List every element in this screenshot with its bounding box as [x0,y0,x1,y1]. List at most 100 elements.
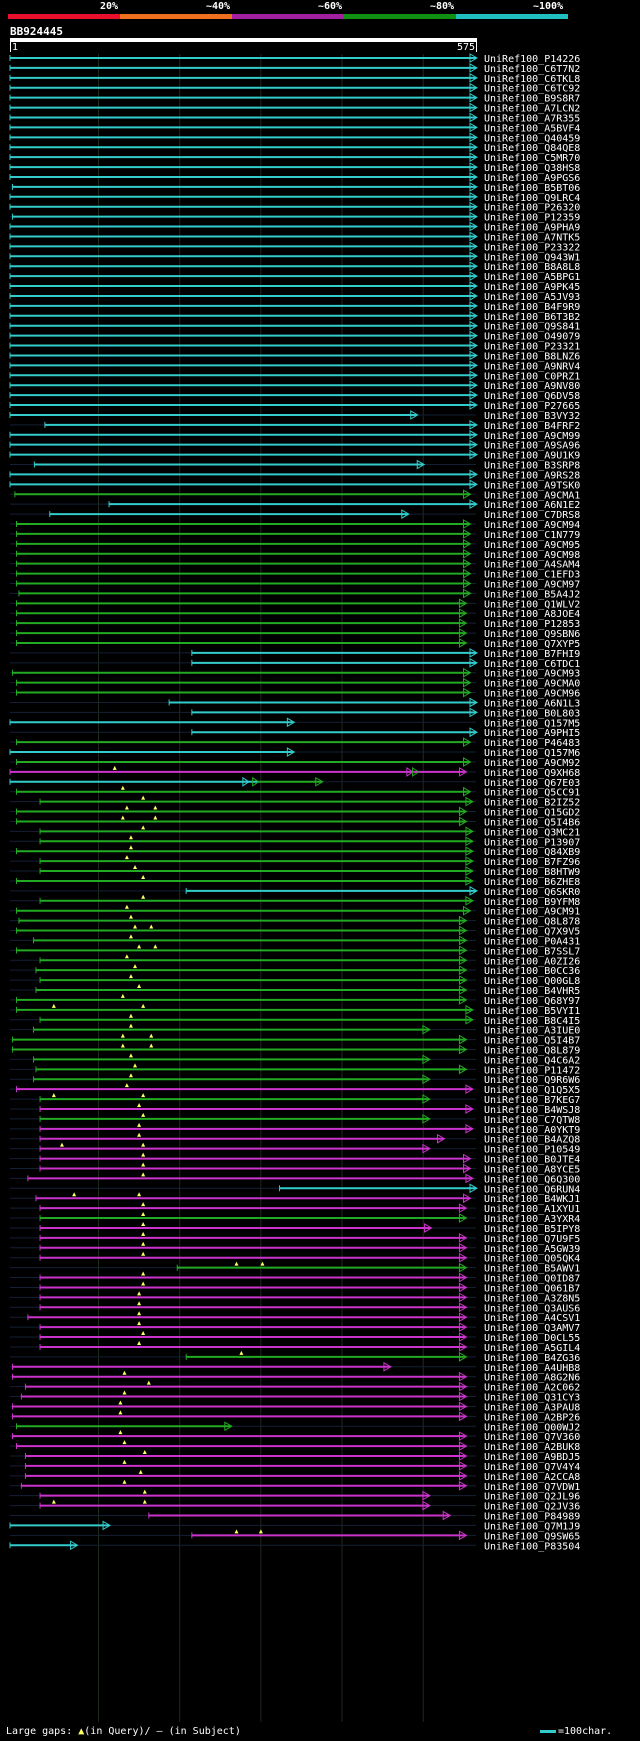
hit-end-arrow [469,400,479,410]
gap-marker-icon [153,815,158,820]
hit-end-arrow [465,895,474,906]
hit-id-label: UniRef100_B5IPY8 [484,1224,580,1235]
gap-triangle-icon: ▲ [78,1726,85,1737]
hit-id-label: UniRef100_Q3AUS6 [484,1303,580,1314]
gap-marker-icon [128,845,133,850]
hit-end-arrow [469,251,479,262]
hit-id-label: UniRef100_C6TDC1 [484,659,580,670]
gap-marker-icon [137,1102,142,1107]
gap-marker-icon [51,1003,56,1008]
hit-id-label: UniRef100_A8YCE5 [484,1164,580,1175]
hit-end-arrow [469,132,479,143]
gap-marker-icon [137,1321,142,1326]
hit-end-arrow [469,241,479,252]
hit-id-label: UniRef100_C7QTW8 [484,1115,580,1126]
hit-id-label: UniRef100_P46483 [484,738,580,749]
hit-id-label: UniRef100_B4F9R9 [484,302,580,313]
gap-marker-icon [120,1033,125,1038]
hit-end-arrow [465,1014,474,1025]
hit-id-label: UniRef100_Q67E03 [484,778,580,789]
hit-end-arrow [458,608,468,619]
gap-marker-icon [137,1311,142,1316]
hit-id-label: UniRef100_Q7U9F5 [484,1234,580,1245]
query-title: BB924445 [10,25,63,38]
hit-end-arrow [458,965,468,976]
hit-end-arrow [458,995,468,1005]
hit-id-label: UniRef100_Q5I4B7 [484,1036,580,1047]
hit-end-arrow [469,310,479,321]
hit-id-label: UniRef100_C5MR70 [484,153,580,164]
gap-marker-icon [124,855,129,860]
hit-id-label: UniRef100_Q38HS8 [484,163,580,174]
hit-end-arrow [469,112,479,123]
scale-swatch [540,1729,556,1733]
hit-end-arrow [401,509,410,519]
gap-marker-icon [142,1489,147,1494]
hit-end-arrow [458,1312,468,1323]
hit-end-arrow [469,885,479,896]
hit-end-arrow [469,330,479,341]
hit-id-label: UniRef100_P23322 [484,242,580,253]
gap-marker-icon [124,954,129,959]
hit-id-label: UniRef100_Q9XH68 [484,768,580,779]
hit-end-arrow [469,82,479,93]
hit-id-label: UniRef100_Q5CC91 [484,788,580,799]
gap-legend-subject: — (in Subject) [156,1726,241,1737]
gap-marker-icon [124,805,129,810]
hit-id-label: UniRef100_A0YKT9 [484,1125,580,1136]
legend-label-80: ~80% [430,1,455,12]
hit-id-label: UniRef100_A9PHA9 [484,223,580,234]
hit-end-arrow [469,271,479,281]
hit-end-arrow [469,142,479,153]
ruler-tick-start [10,42,11,52]
hit-end-arrow [469,72,479,83]
hit-end-arrow [469,380,479,391]
hit-end-arrow [458,955,468,966]
hit-end-arrow [422,1094,431,1104]
hit-end-arrow [463,737,472,747]
hit-id-label: UniRef100_A3PAU8 [484,1402,580,1413]
hit-end-arrow [458,628,468,638]
gap-marker-icon [141,1142,146,1147]
hit-end-arrow [469,469,479,480]
hit-id-label: UniRef100_Q84QE8 [484,143,580,154]
hit-end-arrow [465,1173,474,1184]
hit-end-arrow [458,1322,468,1332]
hit-end-arrow [424,1223,433,1233]
hit-end-arrow [458,1411,468,1422]
hit-end-arrow [463,1163,472,1174]
legend-label-100: ~100% [533,1,564,12]
hit-end-arrow [469,211,479,222]
hit-id-label: UniRef100_Q9SW65 [484,1531,580,1542]
hit-end-arrow [458,915,468,926]
gap-marker-icon [141,1202,146,1207]
gap-marker-icon [128,1013,133,1018]
hit-end-arrow [458,1233,468,1243]
hit-id-label: UniRef100_B4FRF2 [484,421,580,432]
hit-end-arrow [458,1371,468,1382]
hit-id-label: UniRef100_B7FZ96 [484,857,580,868]
legend-swatch-20 [8,14,120,19]
hit-id-label: UniRef100_P13907 [484,837,580,848]
hit-id-label: UniRef100_Q05QK4 [484,1254,580,1265]
hit-id-label: UniRef100_A8G2N6 [484,1373,580,1384]
gap-marker-icon [120,785,125,790]
gap-marker-icon [141,1331,146,1336]
hit-end-arrow [458,1401,468,1412]
hit-end-arrow [469,449,479,460]
hit-end-arrow [410,410,419,420]
hit-id-label: UniRef100_Q3AMV7 [484,1323,580,1334]
gap-marker-icon [141,795,146,800]
hit-end-arrow [458,1352,468,1362]
hit-end-arrow [465,836,474,847]
hit-end-arrow [463,538,472,549]
gap-marker-icon [59,1142,64,1147]
gap-marker-icon [133,1063,138,1068]
hit-end-arrow [458,935,468,946]
hit-id-label: UniRef100_A2BUK8 [484,1442,580,1453]
legend-swatch-40 [120,14,232,19]
hit-id-label: UniRef100_C6TKL8 [484,74,580,85]
hit-end-arrow [286,747,296,757]
hit-end-arrow [465,846,474,857]
hit-end-arrow [458,1242,468,1253]
